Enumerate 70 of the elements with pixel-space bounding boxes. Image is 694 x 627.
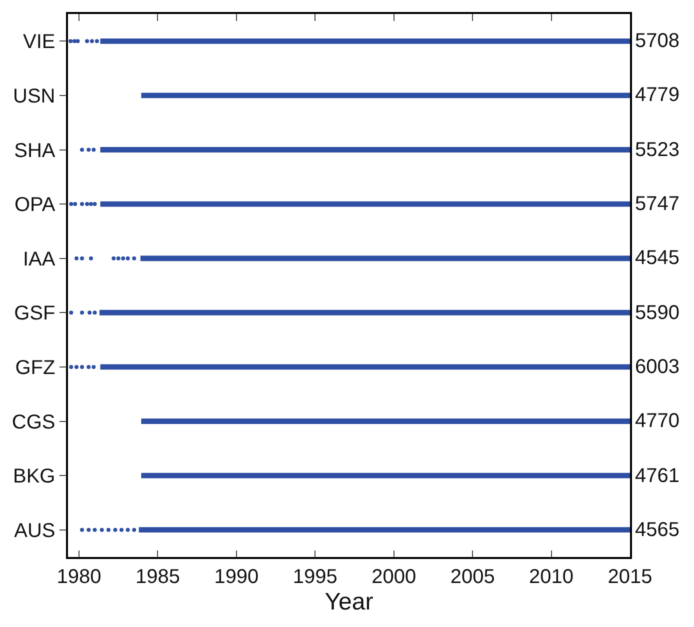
y-tick-label: AUS bbox=[14, 520, 56, 542]
text: 4770 bbox=[635, 410, 680, 432]
text: 5708 bbox=[635, 30, 680, 52]
text: 5590 bbox=[635, 302, 680, 324]
point bbox=[92, 310, 97, 315]
point bbox=[88, 202, 93, 206]
point bbox=[120, 528, 124, 532]
point bbox=[73, 202, 78, 206]
text: 4779 bbox=[635, 84, 680, 106]
point bbox=[68, 39, 73, 44]
x-tick-label: 2010 bbox=[529, 566, 574, 588]
point bbox=[86, 364, 91, 369]
point bbox=[90, 39, 94, 44]
point bbox=[85, 39, 90, 44]
point bbox=[80, 256, 84, 260]
text: 4761 bbox=[635, 465, 680, 487]
y-tick-label: VIE bbox=[23, 31, 56, 54]
point bbox=[132, 256, 136, 260]
y-tick-label: GFZ bbox=[15, 356, 56, 379]
point bbox=[100, 528, 104, 532]
point bbox=[92, 528, 97, 532]
x-tick-label: 2000 bbox=[372, 566, 416, 588]
point bbox=[94, 39, 99, 44]
y-tick-label: OPA bbox=[14, 194, 56, 216]
point bbox=[116, 256, 120, 260]
point bbox=[121, 256, 126, 260]
text: 4545 bbox=[635, 247, 680, 269]
point bbox=[86, 148, 91, 152]
x-tick-label: 1980 bbox=[56, 566, 102, 588]
point bbox=[132, 528, 136, 532]
point bbox=[80, 364, 84, 369]
text: 5523 bbox=[635, 139, 680, 161]
point bbox=[126, 256, 130, 260]
point bbox=[72, 39, 76, 44]
x-tick-label: 1985 bbox=[135, 566, 180, 588]
text: 5747 bbox=[635, 193, 680, 215]
y-tick-label: CGS bbox=[12, 411, 56, 434]
text: 4565 bbox=[635, 519, 680, 541]
x-tick-label: 1995 bbox=[292, 566, 338, 588]
point bbox=[80, 148, 84, 152]
point bbox=[113, 528, 118, 532]
point bbox=[106, 528, 110, 532]
point bbox=[92, 364, 96, 369]
y-tick-label: BKG bbox=[13, 466, 56, 488]
y-tick-label: SHA bbox=[14, 140, 56, 162]
x-tick-label: 2005 bbox=[450, 566, 495, 588]
x-tick-label: 2015 bbox=[608, 566, 652, 588]
point bbox=[69, 364, 74, 369]
point bbox=[80, 202, 84, 206]
point bbox=[80, 310, 84, 315]
point bbox=[92, 202, 97, 206]
point bbox=[126, 528, 130, 532]
point bbox=[85, 202, 90, 206]
x-axis-title: Year bbox=[324, 588, 374, 616]
point bbox=[76, 39, 80, 44]
point bbox=[74, 256, 78, 260]
point bbox=[74, 364, 78, 369]
point bbox=[92, 148, 96, 152]
y-tick-label: USN bbox=[13, 85, 56, 108]
point bbox=[86, 528, 91, 532]
point bbox=[88, 256, 93, 260]
point bbox=[112, 256, 116, 260]
y-tick-label: GSF bbox=[14, 302, 56, 325]
point bbox=[69, 202, 74, 206]
y-tick-label: IAA bbox=[23, 248, 56, 270]
point bbox=[69, 310, 74, 315]
point bbox=[80, 528, 84, 532]
point bbox=[88, 310, 92, 315]
text: 6003 bbox=[635, 356, 680, 378]
x-tick-label: 1990 bbox=[214, 566, 259, 588]
